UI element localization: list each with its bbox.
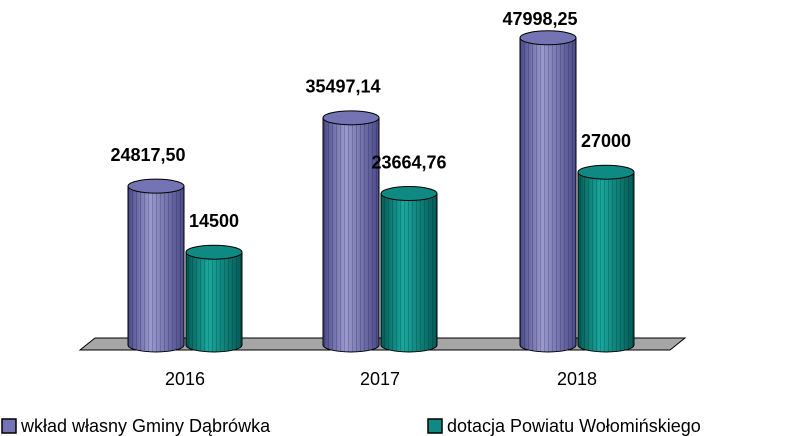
- x-tick-label: 2017: [360, 369, 400, 389]
- data-label: 27000: [581, 131, 631, 151]
- cylinder-top: [519, 30, 577, 46]
- cylinder-top: [577, 164, 635, 180]
- cylinder-top: [185, 244, 243, 260]
- legend-swatch: [1, 418, 17, 434]
- legend-label: wkład własny Gminy Dąbrówka: [20, 416, 271, 436]
- cylinder-stripes: [578, 172, 634, 352]
- cylinder: [519, 30, 577, 353]
- data-label: 23664,76: [371, 152, 446, 172]
- cylinder-top: [380, 186, 438, 202]
- x-tick-label: 2016: [165, 369, 205, 389]
- cylinder-top: [127, 178, 185, 194]
- cylinder: [577, 164, 635, 353]
- legend-swatch: [427, 418, 443, 434]
- cylinder: [380, 186, 438, 353]
- cylinder-stripes: [323, 117, 379, 353]
- legend-label: dotacja Powiatu Wołomińskiego: [447, 416, 701, 436]
- cylinder-stripes: [520, 37, 576, 353]
- data-label: 47998,25: [502, 9, 577, 29]
- cylinder-top: [322, 110, 380, 126]
- cylinder-stripes: [381, 193, 437, 352]
- cylinder-stripes: [186, 252, 242, 352]
- data-label: 24817,50: [110, 145, 185, 165]
- x-tick-label: 2018: [557, 369, 597, 389]
- cylinder: [127, 178, 185, 353]
- cylinder: [185, 244, 243, 353]
- data-label: 14500: [189, 211, 239, 231]
- data-label: 35497,14: [305, 77, 380, 97]
- cylinder-stripes: [128, 186, 184, 352]
- cylinder: [322, 110, 380, 353]
